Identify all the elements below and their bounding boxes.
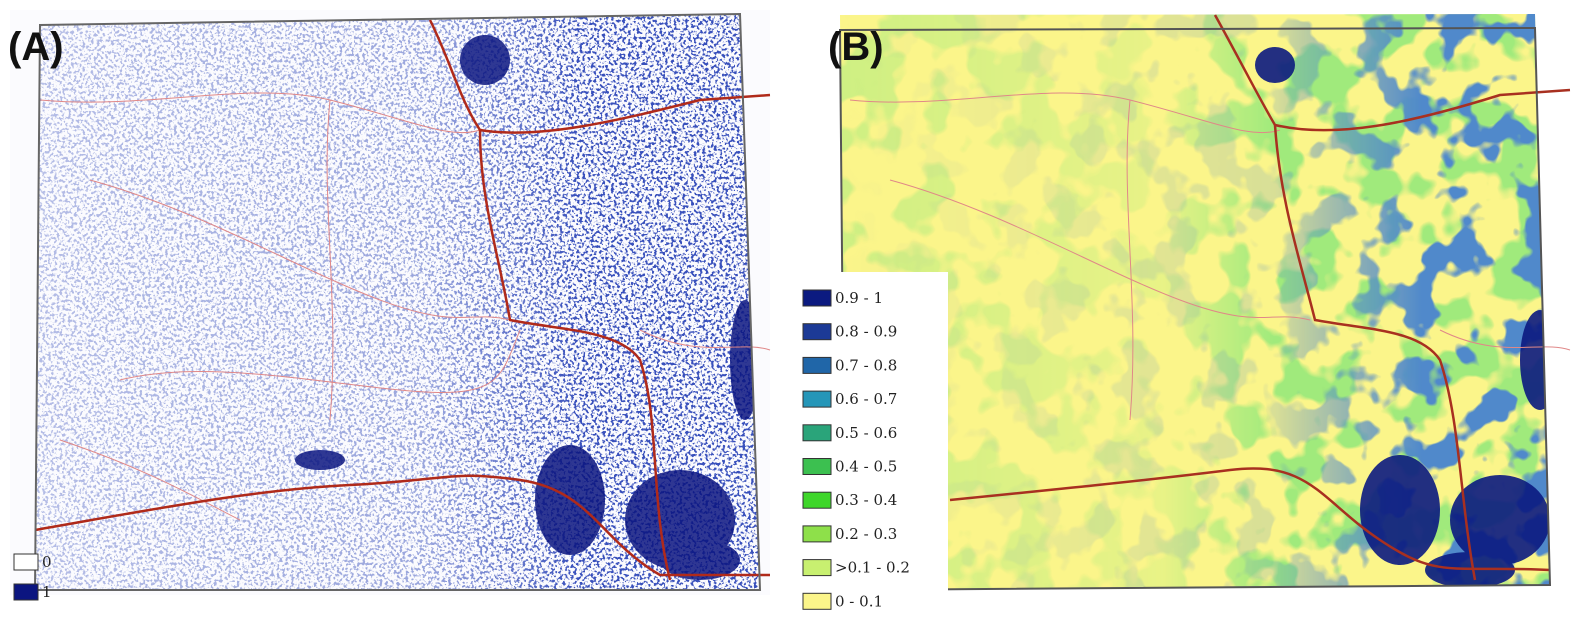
legend-swatch	[803, 492, 831, 508]
legend-swatch	[803, 560, 831, 576]
legend-swatch	[803, 391, 831, 407]
legend-label: 1	[42, 583, 52, 601]
legend-swatch	[14, 584, 38, 600]
legend-swatch	[803, 526, 831, 542]
legend-label: 0.5 - 0.6	[835, 424, 897, 442]
legend-label: 0.4 - 0.5	[835, 458, 897, 476]
legend-label: 0.3 - 0.4	[835, 491, 897, 509]
legend-label: >0.1 - 0.2	[835, 559, 910, 577]
legend-label: 0.9 - 1	[835, 289, 883, 307]
panel-label: (A)	[8, 25, 64, 69]
legend-swatch	[803, 324, 831, 340]
legend-label: 0 - 0.1	[835, 592, 883, 610]
map-a	[10, 10, 770, 595]
legend-label: 0.2 - 0.3	[835, 525, 897, 543]
figure: (A) (B) 0 1 0.9 - 1 0.8 - 0.9 0.7 - 0.8 0.6 -…	[0, 0, 1588, 620]
legend-label: 0	[42, 553, 52, 571]
page: {"panels": [ {"label": "(A)", "legend": …	[0, 0, 1588, 620]
legend-swatch	[803, 357, 831, 373]
legend-label: 0.8 - 0.9	[835, 323, 897, 341]
legend-swatch	[803, 290, 831, 306]
legend-swatch	[803, 593, 831, 609]
legend-swatch	[14, 554, 38, 570]
panel-label: (B)	[828, 25, 884, 69]
legend-label: 0.6 - 0.7	[835, 390, 897, 408]
legend-swatch	[803, 459, 831, 475]
legend-label: 0.7 - 0.8	[835, 356, 897, 374]
legend-swatch	[803, 425, 831, 441]
